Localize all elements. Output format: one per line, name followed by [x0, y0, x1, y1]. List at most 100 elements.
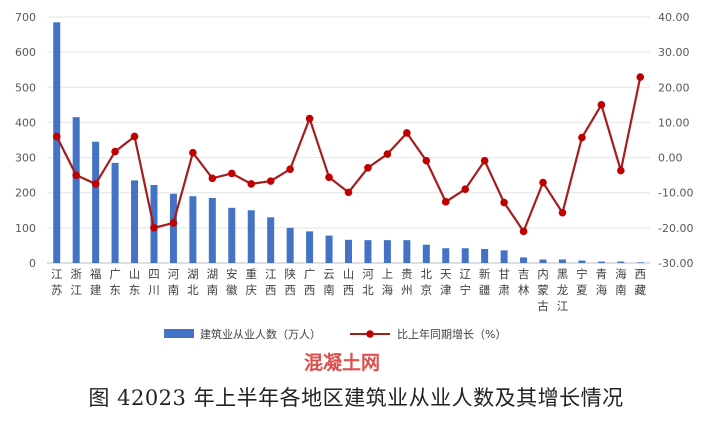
bar	[558, 259, 566, 263]
left-tick-label: 500	[15, 81, 36, 94]
right-tick-label: 10.00	[658, 116, 690, 129]
bar	[442, 248, 450, 263]
left-tick-label: 700	[15, 11, 36, 24]
right-tick-label: -20.00	[658, 222, 693, 235]
bar	[111, 162, 119, 263]
growth-point	[189, 148, 197, 157]
growth-point	[266, 177, 275, 185]
category-label-char: 南	[207, 283, 219, 297]
left-tick-label: 100	[15, 222, 36, 235]
bar	[578, 260, 586, 263]
category-label-char: 天	[440, 267, 452, 281]
bar	[636, 262, 644, 263]
category-label-char: 南	[615, 283, 627, 297]
legend-line-marker	[366, 330, 374, 338]
left-tick-label: 200	[15, 187, 36, 200]
bar	[597, 261, 605, 263]
category-label-char: 北	[187, 283, 199, 297]
category-label-char: 重	[245, 267, 257, 281]
growth-point	[150, 224, 158, 232]
category-label-char: 东	[129, 283, 141, 297]
category-label-char: 建	[90, 283, 102, 297]
right-tick-label: 20.00	[658, 81, 690, 94]
category-label-char: 西	[304, 283, 316, 297]
category-label-char: 古	[537, 299, 549, 313]
growth-point	[480, 156, 489, 165]
category-label-char: 陕	[284, 267, 296, 281]
category-label-char: 湖	[207, 267, 219, 281]
bar	[208, 197, 216, 263]
category-label-char: 河	[168, 267, 180, 281]
left-tick-label: 0	[29, 257, 36, 270]
growth-point	[344, 188, 353, 197]
category-label-char: 肃	[498, 283, 510, 297]
category-label-char: 江	[557, 299, 569, 313]
growth-line	[55, 76, 642, 234]
category-label-char: 浙	[70, 267, 82, 281]
category-label-char: 北	[362, 283, 374, 297]
bar	[539, 259, 547, 263]
category-label-char: 津	[440, 283, 452, 297]
growth-point	[617, 166, 625, 175]
category-label-char: 林	[518, 283, 530, 297]
growth-point	[169, 219, 178, 227]
category-label-char: 海	[596, 283, 608, 297]
bar	[422, 244, 430, 263]
category-label-char: 广	[109, 267, 121, 281]
category-label-char: 苏	[51, 283, 63, 297]
growth-point	[364, 163, 372, 172]
growth-point	[52, 132, 61, 141]
right-tick-label: 40.00	[658, 11, 690, 24]
category-label-char: 藏	[635, 283, 647, 297]
bar	[325, 235, 333, 263]
category-label-char: 辽	[459, 267, 471, 281]
growth-point	[325, 173, 333, 182]
category-label-char: 海	[382, 283, 394, 297]
category-label-char: 贵	[401, 267, 413, 281]
category-label-char: 海	[615, 267, 627, 281]
bar	[169, 193, 177, 263]
category-label-char: 上	[382, 267, 394, 281]
growth-point	[597, 101, 606, 109]
bar	[53, 22, 61, 264]
category-label-char: 西	[284, 283, 296, 297]
left-tick-label: 400	[15, 116, 36, 129]
bar	[403, 240, 411, 263]
right-tick-label: 0.00	[658, 152, 683, 165]
growth-point	[130, 132, 139, 141]
bar	[345, 239, 352, 263]
category-label-char: 州	[401, 283, 413, 297]
bar	[500, 250, 508, 263]
category-label-char: 江	[70, 283, 82, 297]
category-label-char: 江	[265, 267, 277, 281]
right-tick-label: -10.00	[658, 187, 693, 200]
growth-point	[72, 171, 80, 179]
bar	[306, 231, 314, 263]
bar	[481, 248, 489, 263]
left-tick-label: 300	[15, 152, 36, 165]
bar	[383, 240, 391, 263]
bar	[131, 180, 139, 263]
growth-point	[403, 129, 411, 137]
category-label-char: 宁	[459, 283, 471, 297]
category-label-char: 江	[51, 267, 63, 281]
left-tick-label: 600	[15, 46, 36, 59]
growth-point	[558, 208, 567, 217]
growth-point	[500, 198, 508, 207]
category-label-char: 夏	[576, 283, 588, 297]
category-label-char: 宁	[576, 267, 588, 281]
growth-point	[111, 147, 119, 156]
category-label-char: 西	[265, 283, 277, 297]
growth-point	[422, 156, 431, 165]
growth-point	[461, 185, 470, 193]
category-label-char: 河	[362, 267, 374, 281]
category-label-char: 西	[343, 283, 355, 297]
category-label-char: 南	[323, 283, 335, 297]
right-tick-label: -30.00	[658, 257, 693, 270]
legend-bar-label: 建筑业从业人数（万人）	[200, 327, 321, 341]
growth-point	[441, 198, 450, 206]
bar	[72, 117, 80, 264]
category-label-char: 黑	[557, 267, 569, 281]
category-label-char: 山	[129, 267, 141, 281]
